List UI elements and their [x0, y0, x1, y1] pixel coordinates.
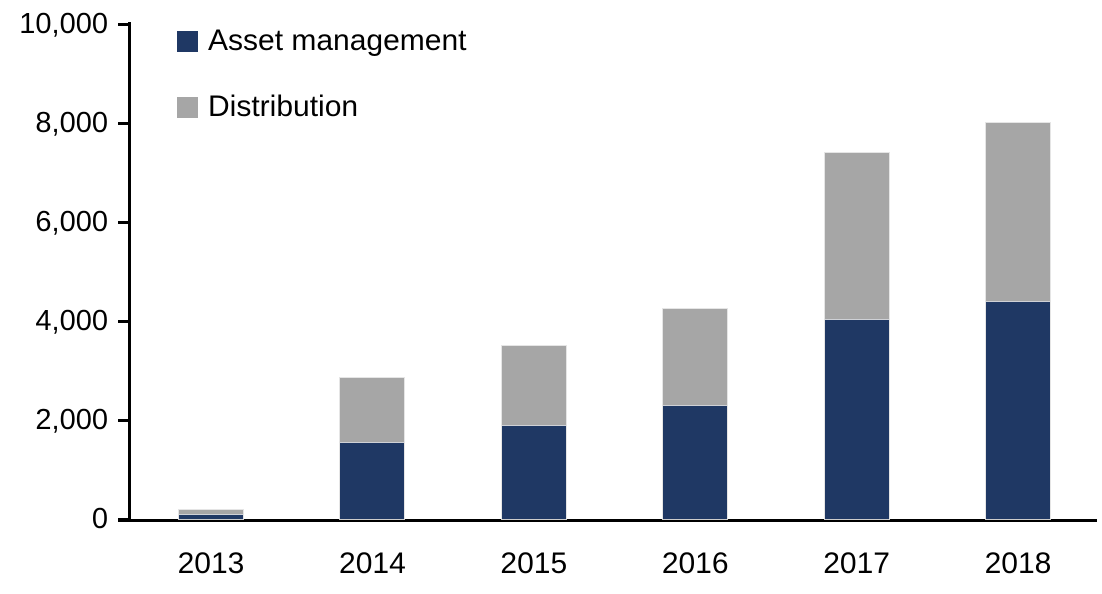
legend-swatch-distribution-icon [177, 96, 198, 118]
x-axis-line [118, 519, 1097, 522]
legend-item-distribution: Distribution [177, 90, 358, 124]
x-axis-label-2017: 2017 [823, 547, 890, 580]
y-axis-line [128, 22, 131, 522]
bar-2014-asset-management [340, 442, 405, 519]
bar-2016-distribution [663, 308, 728, 406]
bar-2017-asset-management [824, 318, 889, 519]
y-axis-tick-label: 2,000 [35, 404, 108, 436]
bar-2014-distribution [340, 377, 405, 443]
bar-2015-distribution [501, 345, 566, 425]
y-axis-tick-label: 4,000 [35, 305, 108, 337]
bar-2017-distribution [824, 152, 889, 319]
legend-label-distribution: Distribution [208, 90, 359, 123]
bar-2018-asset-management [986, 301, 1050, 519]
y-axis-tick-label: 6,000 [35, 206, 108, 238]
bar-2016-asset-management [663, 405, 728, 519]
y-axis-tick-label: 10,000 [19, 8, 108, 40]
x-axis-label-2015: 2015 [500, 547, 568, 580]
y-axis-tick [118, 419, 128, 422]
bar-2013-asset-management [179, 514, 243, 519]
legend-label-asset-management: Asset management [208, 24, 467, 57]
bar-2018-distribution [986, 123, 1050, 302]
bar-2015-asset-management [501, 424, 566, 519]
x-axis-label-2016: 2016 [661, 547, 729, 580]
y-axis-tick [118, 221, 128, 224]
y-axis-tick [118, 122, 128, 125]
y-axis-tick-label: 8,000 [35, 107, 108, 139]
y-axis-tick [118, 518, 128, 521]
x-axis-label-2013: 2013 [177, 547, 245, 580]
legend-swatch-asset-management-icon [177, 30, 198, 52]
x-axis-label-2014: 2014 [339, 547, 406, 580]
y-axis-tick-label: 0 [91, 503, 108, 535]
bar-2013-distribution [179, 509, 243, 515]
legend-item-asset-management: Asset management [177, 24, 466, 58]
y-axis-tick [118, 23, 128, 26]
y-axis-tick [118, 320, 128, 323]
x-axis-label-2018: 2018 [984, 547, 1052, 580]
